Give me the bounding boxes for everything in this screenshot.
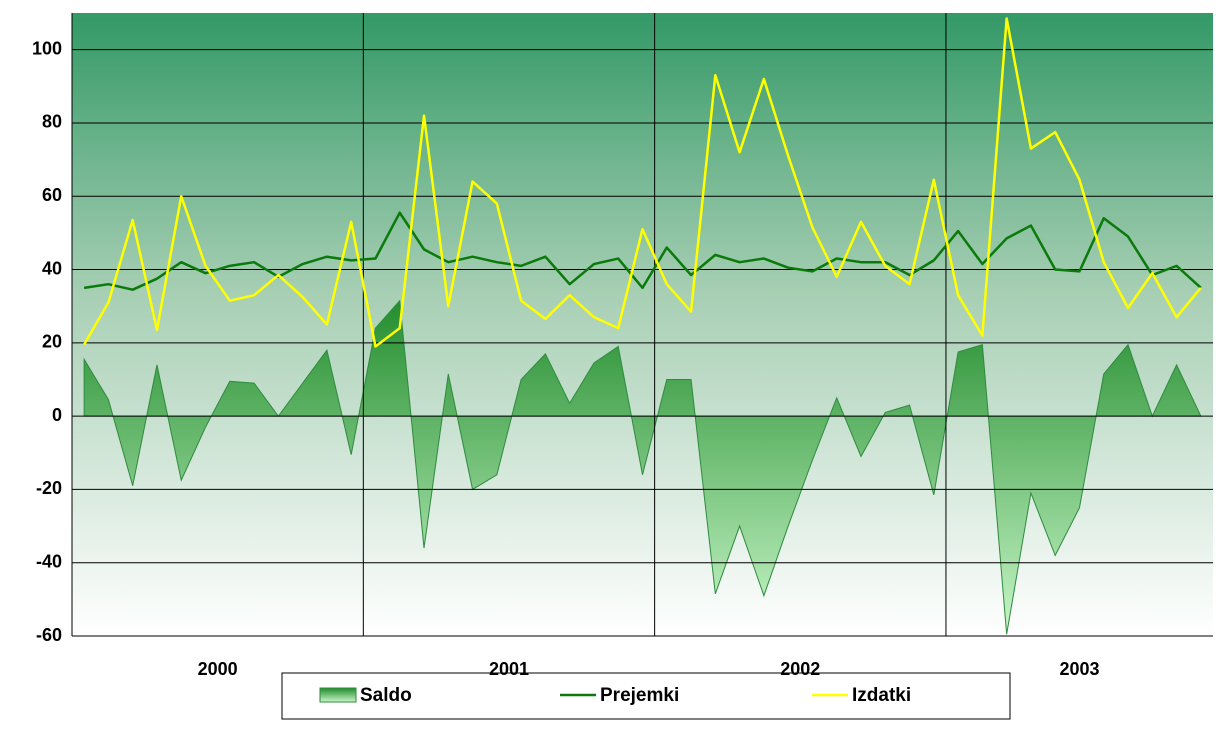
line [83,17,1202,348]
y-tick-label: -40 [36,551,62,571]
y-tick-label: 60 [42,185,62,205]
legend-label: Prejemki [600,685,679,706]
y-tick-label: 100 [32,38,62,58]
legend-label: Izdatki [852,685,911,706]
legend-box [281,672,1011,720]
x-tick-label: 2002 [780,659,820,679]
x-tick-label: 2003 [1059,659,1099,679]
area [83,299,1202,635]
x-tick-label: 2001 [489,659,529,679]
y-tick-label: 40 [42,258,62,278]
legend-swatch [319,687,357,703]
y-tick-label: -20 [36,478,62,498]
line [83,211,1202,291]
legend-label: Saldo [360,685,412,706]
y-tick-label: 80 [42,112,62,132]
y-tick-label: -60 [36,625,62,645]
plot-background [72,13,1213,636]
x-tick-label: 2000 [198,659,238,679]
y-tick-label: 20 [42,332,62,352]
y-tick-label: 0 [52,405,62,425]
